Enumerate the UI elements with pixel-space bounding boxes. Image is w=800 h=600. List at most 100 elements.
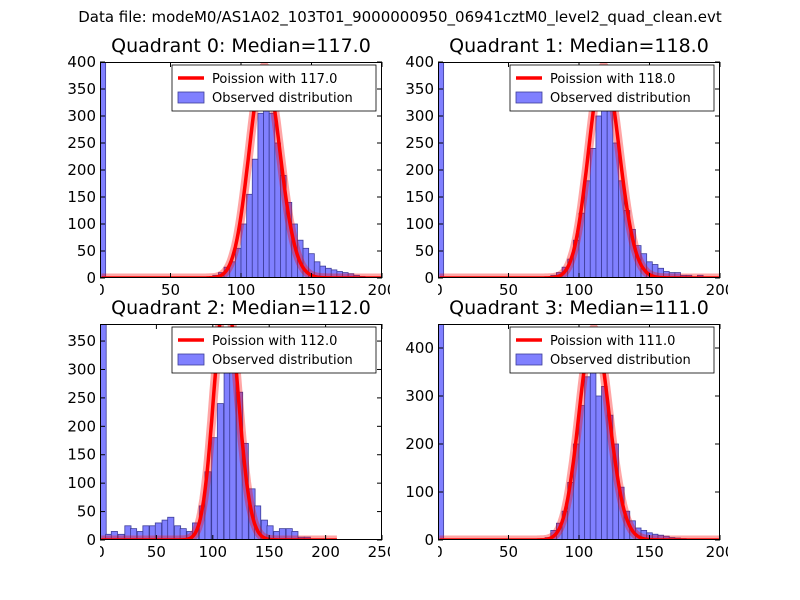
legend-poisson-label: Poission with 118.0 [550, 72, 675, 87]
histogram-bar [117, 533, 125, 540]
poisson-curve [439, 65, 720, 278]
y-tick-label: 200 [67, 161, 96, 179]
y-tick-label: 350 [67, 332, 96, 350]
axes-frame [100, 324, 382, 540]
y-tick-label: 150 [67, 188, 96, 206]
legend: Poission with 111.0 Observed distribution [509, 326, 715, 374]
x-tick-label: 0 [100, 281, 105, 299]
x-tick-label: 0 [438, 543, 443, 561]
poisson-curve [439, 327, 720, 540]
y-tick-label: 250 [67, 134, 96, 152]
histogram-bar [216, 403, 224, 540]
chart-title: Quadrant 0: Median=117.0 [111, 35, 371, 57]
y-tick-label: 400 [405, 339, 434, 357]
legend-poisson-label: Poission with 111.0 [550, 334, 675, 349]
quadrant-2-panel: Quadrant 2: Median=112.0 0 50 100 150 200 250 P… [67, 292, 396, 571]
legend-observed-label: Observed distribution [550, 353, 691, 368]
histogram-bar [595, 395, 602, 540]
poisson-curve [101, 65, 382, 278]
x-tick-label: 100 [565, 543, 594, 561]
legend-observed-label: Observed distribution [550, 91, 691, 106]
histogram-bar [142, 525, 150, 540]
legend-observed-label: Observed distribution [212, 353, 353, 368]
legend-frame [171, 64, 377, 112]
y-tick-label: 100 [67, 215, 96, 233]
x-tick-label: 50 [147, 543, 166, 561]
x-tick-label: 250 [368, 543, 390, 561]
x-tick-label: 150 [635, 281, 664, 299]
y-tick-label: 350 [67, 80, 96, 98]
x-tick-label: 200 [368, 281, 390, 299]
histogram-bars [438, 324, 720, 540]
quadrant-1-panel: Quadrant 1: Median=118.0 0 50 100 150 200 Pois… [405, 30, 734, 309]
legend-frame [171, 326, 377, 374]
y-tick-label: 300 [67, 107, 96, 125]
x-tick-label: 200 [311, 543, 340, 561]
histogram-bar [100, 324, 107, 540]
legend-poisson-label: Poission with 117.0 [212, 72, 337, 87]
histogram-bar [589, 148, 597, 278]
y-tick-label: 400 [405, 53, 434, 71]
histogram-bar [438, 324, 445, 540]
x-tick-label: 150 [297, 281, 326, 299]
y-tick-label: 350 [405, 80, 434, 98]
x-tick-label: 200 [706, 543, 728, 561]
histogram-bar [154, 522, 162, 540]
y-axis-labels: 0 100 200 300 400 [405, 339, 434, 549]
y-axis-labels: 0 50 100 150 200 250 300 350 400 [405, 53, 434, 287]
legend-observed-swatch [515, 91, 543, 104]
histogram-bars [100, 62, 382, 278]
histogram-bar [606, 110, 614, 278]
x-tick-label: 100 [198, 543, 227, 561]
x-tick-label: 150 [255, 543, 284, 561]
legend-observed-swatch [177, 91, 205, 104]
chart-title: Quadrant 1: Median=118.0 [449, 35, 709, 57]
legend-poisson-label: Poission with 112.0 [212, 334, 337, 349]
y-tick-label: 100 [405, 483, 434, 501]
y-tick-label: 0 [424, 269, 434, 287]
quadrant-0-chart: Quadrant 0: Median=117.0 0 50 100 150 200 Pois… [95, 35, 396, 299]
y-tick-label: 250 [405, 134, 434, 152]
y-tick-label: 200 [67, 417, 96, 435]
quadrant-0-panel: Quadrant 0: Median=117.0 0 50 100 150 200 Pois… [67, 30, 396, 309]
y-tick-label: 100 [67, 474, 96, 492]
quadrant-3-chart: Quadrant 3: Median=111.0 0 50 100 150 200 Pois… [433, 297, 734, 561]
y-tick-label: 200 [405, 435, 434, 453]
histogram-bar [251, 158, 259, 278]
x-tick-label: 0 [438, 281, 443, 299]
chart-title: Quadrant 3: Median=111.0 [449, 297, 709, 319]
histogram-bar [263, 99, 270, 278]
legend-observed-swatch [177, 353, 205, 366]
histogram-bar [246, 193, 253, 278]
legend: Poission with 118.0 Observed distribution [509, 64, 715, 112]
y-tick-label: 100 [405, 215, 434, 233]
quadrant-1-chart: Quadrant 1: Median=118.0 0 50 100 150 200 Pois… [433, 35, 734, 299]
y-tick-label: 0 [86, 531, 96, 549]
y-tick-label: 50 [415, 242, 434, 260]
quadrant-3-panel: Quadrant 3: Median=111.0 0 50 100 150 200 Pois… [405, 292, 734, 571]
legend-frame [509, 64, 715, 112]
x-tick-label: 200 [706, 281, 728, 299]
y-tick-label: 0 [424, 531, 434, 549]
histogram-bar [266, 525, 274, 540]
y-axis-labels: 0 50 100 150 200 250 300 350 [67, 332, 96, 549]
quadrant-2-chart: Quadrant 2: Median=112.0 0 50 100 150 200 250 P… [95, 297, 396, 561]
histogram-bar [595, 115, 602, 278]
figure-suptitle: Data file: modeM0/AS1A02_103T01_90000009… [78, 8, 722, 26]
y-tick-label: 0 [86, 269, 96, 287]
y-tick-label: 400 [67, 53, 96, 71]
chart-title: Quadrant 2: Median=112.0 [111, 297, 371, 319]
y-tick-label: 150 [67, 446, 96, 464]
histogram-bar [257, 112, 264, 278]
x-tick-label: 50 [499, 281, 518, 299]
legend: Poission with 112.0 Observed distribution [171, 326, 377, 374]
y-tick-label: 300 [67, 360, 96, 378]
y-tick-label: 200 [405, 161, 434, 179]
legend-observed-swatch [515, 353, 543, 366]
y-tick-label: 250 [67, 389, 96, 407]
legend: Poission with 117.0 Observed distribution [171, 64, 377, 112]
y-tick-label: 300 [405, 387, 434, 405]
y-tick-label: 50 [77, 242, 96, 260]
histogram-bar [584, 376, 591, 540]
legend-frame [509, 326, 715, 374]
